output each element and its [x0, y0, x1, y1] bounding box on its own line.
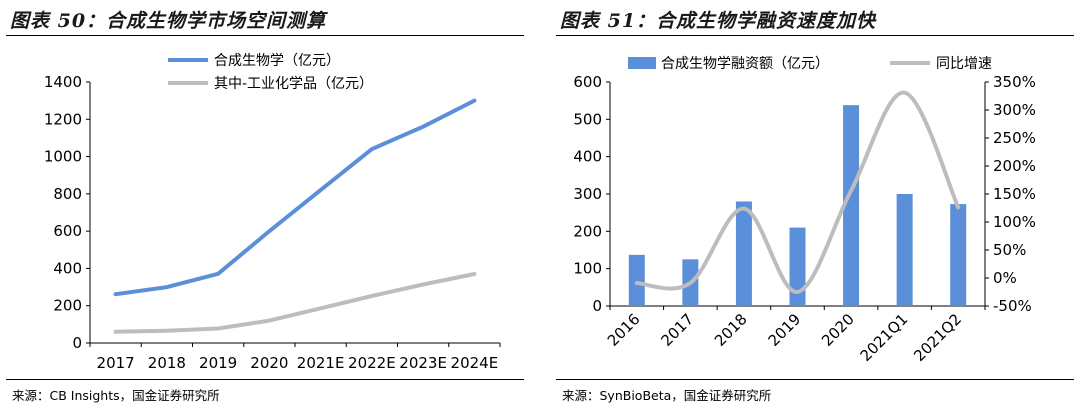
x-tick-label: 2018: [148, 354, 186, 372]
y2-tick-label: -50%: [993, 297, 1032, 315]
y-tick-label: 0: [72, 334, 82, 352]
y2-tick-label: 0%: [993, 269, 1017, 287]
title-rule: [6, 35, 524, 36]
x-tick-label: 2021E: [297, 354, 345, 372]
x-tick-label: 2016: [604, 310, 644, 350]
bar-line-chart: 0 100 200 300 400 500 600 -50% 0% 50% 100% 150% 200%…: [573, 56, 1036, 365]
x-tick-label: 2022E: [348, 354, 396, 372]
legend-label: 合成生物学融资额（亿元）: [661, 56, 829, 72]
chart-title: 图表 50：合成生物学市场空间测算: [10, 10, 327, 32]
y-tick-label: 300: [573, 185, 602, 203]
bar-2016: [628, 254, 645, 306]
y-tick-label: 100: [573, 260, 602, 278]
y2-tick-label: 350%: [993, 73, 1036, 91]
y-tick-label: 500: [573, 110, 602, 128]
x-tick-label: 2024E: [451, 354, 499, 372]
y-tick-label: 400: [53, 259, 82, 277]
bar-2021q2: [950, 204, 967, 306]
y-tick-label: 1000: [44, 148, 82, 166]
x-tick-label: 2021Q2: [910, 310, 965, 365]
x-tick-label: 2017: [97, 354, 135, 372]
y-tick-label: 800: [53, 185, 82, 203]
bar-2019: [789, 227, 806, 306]
y-tick-label: 200: [53, 297, 82, 315]
chart-panel-financing: 图表 51：合成生物学融资速度加快 0 100 200 300 400 500 600 -50…: [550, 0, 1080, 409]
series-line-1: [113, 98, 477, 297]
y-tick-label: 1400: [44, 73, 82, 91]
y2-tick-label: 50%: [993, 241, 1026, 259]
y-tick-label: 200: [573, 222, 602, 240]
x-tick-label: 2020: [250, 354, 288, 372]
y2-tick-label: 250%: [993, 129, 1036, 147]
y2-tick-label: 100%: [993, 213, 1036, 231]
title-rule: [556, 35, 1074, 36]
x-tick-label: 2019: [199, 354, 237, 372]
x-tick-label: 2019: [765, 310, 805, 350]
legend-swatch-bar: [628, 57, 656, 69]
source-rule: [6, 379, 524, 380]
bar-2018: [735, 201, 752, 306]
growth-rate-line: [634, 90, 961, 294]
chart-title: 图表 51：合成生物学融资速度加快: [560, 10, 877, 32]
x-tick-label: 2020: [818, 310, 858, 350]
y2-tick-label: 150%: [993, 185, 1036, 203]
legend-label: 合成生物学（亿元）: [214, 53, 340, 69]
bar-2021q1: [896, 194, 913, 306]
x-tick-label: 2017: [657, 310, 697, 350]
x-tick-label: 2018: [711, 310, 751, 350]
legend-label: 其中-工业化学品（亿元）: [214, 76, 373, 92]
x-tick-label: 2023E: [399, 354, 447, 372]
source-note: 来源：SynBioBeta，国金证券研究所: [562, 388, 772, 403]
y2-tick-label: 200%: [993, 157, 1036, 175]
y-tick-label: 600: [53, 222, 82, 240]
line-chart: 0 200 400 600 800 1000 1200 1400 2017 2018 2019 202…: [44, 53, 501, 372]
y2-tick-label: 300%: [993, 101, 1036, 119]
y-tick-label: 0: [592, 297, 602, 315]
y-tick-label: 600: [573, 73, 602, 91]
source-note: 来源：CB Insights，国金证券研究所: [12, 388, 220, 403]
x-tick-label: 2021Q1: [857, 310, 912, 365]
chart-panel-market-size: 图表 50：合成生物学市场空间测算 0 200 400 600 800 1000 1200 1…: [0, 0, 530, 409]
source-rule: [556, 379, 1074, 380]
bar-2020: [843, 105, 860, 306]
legend-label: 同比增速: [936, 56, 992, 72]
y-tick-label: 400: [573, 148, 602, 166]
series-line-2: [113, 272, 477, 334]
y-tick-label: 1200: [44, 110, 82, 128]
